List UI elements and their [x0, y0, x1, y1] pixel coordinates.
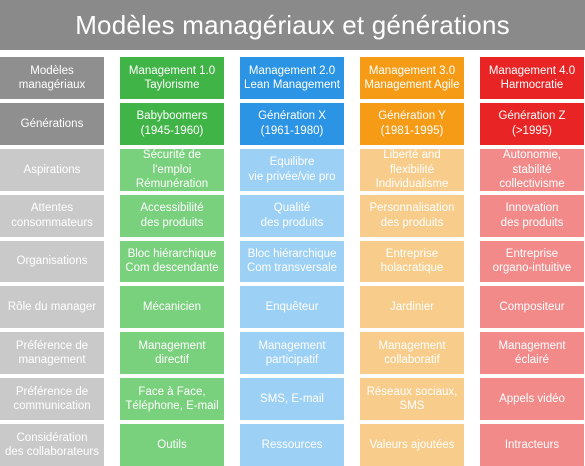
row-header-preference-de-management: Préférence de management	[0, 332, 104, 375]
management-3-0-preference-de-communication: Réseaux sociaux, SMS	[360, 378, 464, 421]
management-2-0-aspirations: Equilibre vie privée/vie pro	[240, 148, 344, 191]
management-3-0-consideration-des-collaborateurs: Valeurs ajoutées	[360, 424, 464, 466]
management-4-0-organisations: Entreprise organo-intuitive	[480, 240, 584, 283]
management-2-0-preference-de-management: Management participatif	[240, 332, 344, 375]
management-4-0-aspirations: Autonomie, stabilité collectivisme	[480, 148, 584, 191]
management-1-0-attentes-consommateurs: Accessibilité des produits	[120, 194, 224, 237]
row-header-organisations: Organisations	[0, 240, 104, 283]
management-1-0-role-du-manager: Mécanicien	[120, 286, 224, 329]
management-3-0-generations: Génération Y (1981-1995)	[360, 102, 464, 145]
management-4-0-role-du-manager: Compositeur	[480, 286, 584, 329]
management-4-0-preference-de-communication: Appels vidéo	[480, 378, 584, 421]
management-3-0-modeles-manageriaux: Management 3.0 Management Agile	[360, 57, 464, 99]
management-4-0-preference-de-management: Management éclairé	[480, 332, 584, 375]
row-header-modeles-manageriaux: Modèles managériaux	[0, 57, 104, 99]
management-4-0-attentes-consommateurs: Innovation des produits	[480, 194, 584, 237]
management-2-0-organisations: Bloc hiérarchique Com transversale	[240, 240, 344, 283]
comparison-grid: Modèles managériaux Management 1.0 Taylor…	[0, 57, 585, 466]
management-2-0-role-du-manager: Enquêteur	[240, 286, 344, 329]
management-3-0-role-du-manager: Jardinier	[360, 286, 464, 329]
management-3-0-preference-de-management: Management collaboratif	[360, 332, 464, 375]
management-2-0-generations: Génération X (1961-1980)	[240, 102, 344, 145]
management-2-0-attentes-consommateurs: Qualité des produits	[240, 194, 344, 237]
row-header-aspirations: Aspirations	[0, 148, 104, 191]
row-header-generations: Générations	[0, 102, 104, 145]
management-2-0-preference-de-communication: SMS, E-mail	[240, 378, 344, 421]
management-1-0-generations: Babyboomers (1945-1960)	[120, 102, 224, 145]
management-1-0-organisations: Bloc hiérarchique Com descendante	[120, 240, 224, 283]
management-4-0-modeles-manageriaux: Management 4.0 Harmocratie	[480, 57, 584, 99]
management-1-0-consideration-des-collaborateurs: Outils	[120, 424, 224, 466]
management-4-0-consideration-des-collaborateurs: Intracteurs	[480, 424, 584, 466]
management-1-0-preference-de-management: Management directif	[120, 332, 224, 375]
management-4-0-generations: Génération Z (>1995)	[480, 102, 584, 145]
management-3-0-organisations: Entreprise holacratique	[360, 240, 464, 283]
management-1-0-modeles-manageriaux: Management 1.0 Taylorisme	[120, 57, 224, 99]
management-3-0-aspirations: Liberté and flexibilité Individualisme	[360, 148, 464, 191]
management-2-0-modeles-manageriaux: Management 2.0 Lean Management	[240, 57, 344, 99]
management-2-0-consideration-des-collaborateurs: Ressources	[240, 424, 344, 466]
row-header-consideration-des-collaborateurs: Considération des collaborateurs	[0, 424, 104, 466]
management-1-0-aspirations: Sécurité de l'emploi Rémunération	[120, 148, 224, 191]
row-header-attentes-consommateurs: Attentes consommateurs	[0, 194, 104, 237]
management-1-0-preference-de-communication: Face à Face, Téléphone, E-mail	[120, 378, 224, 421]
diagram-title: Modèles managériaux et générations	[0, 0, 585, 50]
row-header-role-du-manager: Rôle du manager	[0, 286, 104, 329]
row-header-preference-de-communication: Préférence de communication	[0, 378, 104, 421]
management-3-0-attentes-consommateurs: Personnalisation des produits	[360, 194, 464, 237]
